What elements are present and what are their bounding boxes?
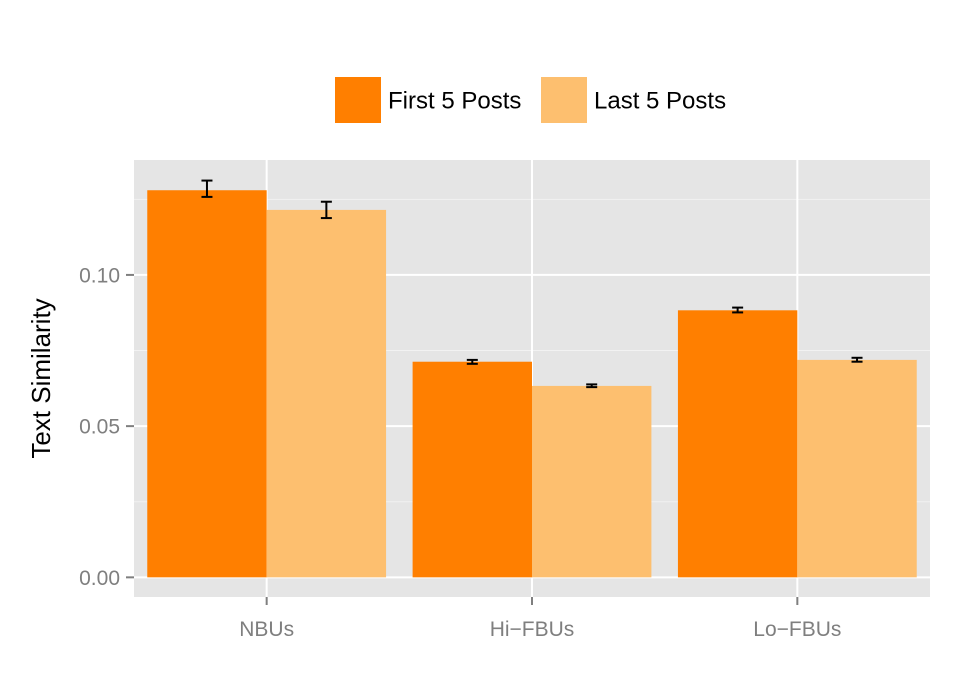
bar [147,190,267,578]
x-tick-label: NBUs [239,618,294,641]
y-axis-title: Text Similarity [26,298,56,458]
bar [677,310,798,578]
legend-label: First 5 Posts [388,88,521,115]
error-bar [732,306,744,314]
y-tick-label: 0.05 [79,416,120,439]
error-bar [851,356,863,363]
legend-item: Last 5 Posts [541,77,726,123]
error-bar [320,200,332,220]
bar [532,385,652,578]
y-tick-label: 0.00 [79,567,120,590]
x-tick-label: Lo−FBUs [753,618,841,641]
legend: First 5 Posts Last 5 Posts [335,77,726,123]
legend-swatch [335,77,381,123]
error-bar [586,383,598,389]
legend-item: First 5 Posts [335,77,521,123]
legend-swatch [541,77,587,123]
error-bar [466,358,478,365]
bar [412,361,532,578]
y-axis: 0.00 0.05 0.10 [79,264,134,590]
y-tick-label: 0.10 [79,264,120,287]
error-bars [201,179,863,389]
bar [797,359,917,578]
bar [266,209,387,578]
bars [147,190,917,578]
x-tick-label: Hi−FBUs [490,618,575,641]
error-bar [201,179,213,198]
x-axis: NBUs Hi−FBUs Lo−FBUs [239,597,841,641]
legend-label: Last 5 Posts [594,88,726,115]
